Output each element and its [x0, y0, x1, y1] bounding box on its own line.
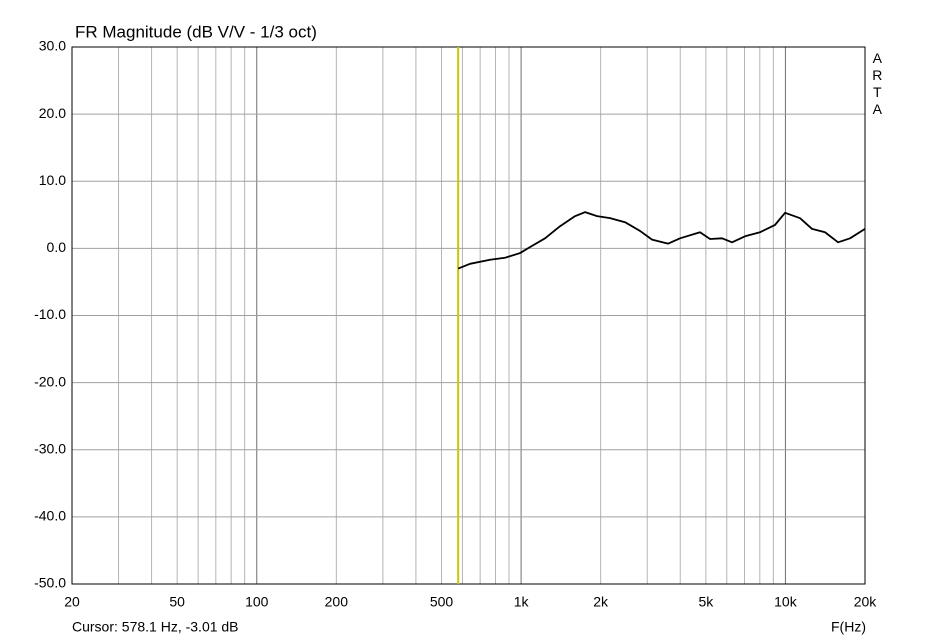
y-tick-label: 30.0 [39, 38, 66, 54]
response-curve [457, 211, 866, 270]
x-tick-label: 5k [698, 594, 714, 610]
y-tick-label: -50.0 [34, 575, 66, 591]
x-tick-label: 20k [854, 594, 878, 610]
x-tick-label: 1k [514, 594, 530, 610]
watermark: ARTA [869, 50, 885, 118]
x-tick-label: 100 [245, 594, 269, 610]
plot-frame [71, 46, 866, 585]
y-tick-label: -30.0 [34, 440, 66, 456]
cursor-readout: Cursor: 578.1 Hz, -3.01 dB [72, 619, 239, 635]
y-tick-label: 10.0 [39, 172, 66, 188]
x-tick-label: 2k [593, 594, 609, 610]
x-tick-label: 10k [774, 594, 798, 610]
x-tick-label: 200 [325, 594, 349, 610]
chart-title: FR Magnitude (dB V/V - 1/3 oct) [75, 22, 317, 41]
y-tick-label: -10.0 [34, 306, 66, 322]
y-tick-label: 0.0 [47, 239, 67, 255]
y-tick-label: 20.0 [39, 105, 66, 121]
x-tick-label: 50 [169, 594, 185, 610]
x-tick-label: 20 [64, 594, 80, 610]
y-tick-label: -40.0 [34, 508, 66, 524]
x-axis-label: F(Hz) [831, 619, 866, 635]
y-tick-label: -20.0 [34, 373, 66, 389]
x-tick-label: 500 [430, 594, 454, 610]
